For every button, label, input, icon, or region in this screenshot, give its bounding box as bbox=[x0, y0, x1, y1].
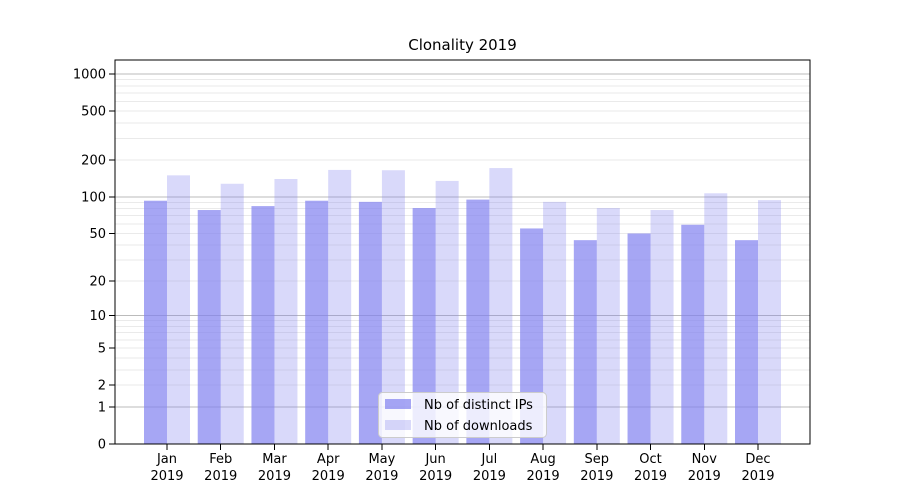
y-tick-label: 5 bbox=[98, 342, 106, 357]
y-tick-label: 0 bbox=[98, 438, 106, 453]
y-tick-label: 100 bbox=[81, 190, 106, 205]
bar-downloads-sep bbox=[596, 208, 620, 444]
x-tick-label-month: Nov bbox=[692, 452, 718, 467]
bar-distinct-ips-jun bbox=[412, 208, 436, 444]
x-tick-label-month: May bbox=[368, 452, 395, 467]
y-tick-label: 200 bbox=[81, 154, 106, 169]
x-tick-label-month: Jul bbox=[481, 452, 498, 467]
x-tick-label-month: Oct bbox=[639, 452, 661, 467]
legend: Nb of distinct IPs Nb of downloads bbox=[378, 392, 547, 438]
x-tick-label-year: 2019 bbox=[634, 469, 667, 484]
bar-downloads-mar bbox=[274, 179, 298, 444]
y-tick-label: 50 bbox=[89, 227, 106, 242]
x-tick-label-year: 2019 bbox=[473, 469, 506, 484]
bar-distinct-ips-dec bbox=[735, 240, 758, 444]
bar-distinct-ips-apr bbox=[305, 200, 329, 444]
legend-label-downloads: Nb of downloads bbox=[424, 419, 533, 434]
x-tick-label-month: Apr bbox=[317, 452, 340, 467]
x-tick-label-year: 2019 bbox=[150, 469, 183, 484]
bar-downloads-aug bbox=[543, 201, 567, 444]
y-tick-label: 2 bbox=[98, 379, 106, 394]
bar-downloads-may bbox=[381, 170, 405, 444]
bar-distinct-ips-aug bbox=[520, 228, 544, 444]
bar-downloads-oct bbox=[650, 210, 674, 444]
x-tick-label-year: 2019 bbox=[527, 469, 560, 484]
x-tick-label-month: Feb bbox=[209, 452, 232, 467]
x-tick-label-month: Dec bbox=[745, 452, 770, 467]
legend-swatch-downloads-icon bbox=[385, 420, 411, 430]
bar-distinct-ips-jan bbox=[144, 200, 167, 444]
bar-distinct-ips-may bbox=[358, 201, 382, 444]
legend-swatch-distinct-ips-icon bbox=[385, 399, 411, 409]
y-tick-label: 10 bbox=[89, 309, 106, 324]
y-tick-label: 500 bbox=[81, 105, 106, 120]
x-tick-label-year: 2019 bbox=[419, 469, 452, 484]
bar-downloads-jun bbox=[435, 180, 459, 445]
x-tick-label-year: 2019 bbox=[258, 469, 291, 484]
x-tick-label-year: 2019 bbox=[741, 469, 774, 484]
x-tick-label-year: 2019 bbox=[204, 469, 237, 484]
y-tick-label: 1 bbox=[98, 400, 106, 415]
bar-downloads-apr bbox=[328, 169, 352, 444]
x-tick-label-year: 2019 bbox=[688, 469, 721, 484]
x-tick-label-month: Mar bbox=[262, 452, 287, 467]
bar-distinct-ips-feb bbox=[197, 210, 221, 444]
y-tick-label: 1000 bbox=[73, 68, 106, 83]
x-tick-label-year: 2019 bbox=[580, 469, 613, 484]
plot-spines bbox=[114, 59, 811, 445]
bar-downloads-jan bbox=[167, 175, 190, 444]
bar-distinct-ips-sep bbox=[573, 240, 597, 444]
bar-distinct-ips-nov bbox=[681, 224, 705, 444]
legend-box bbox=[378, 392, 547, 438]
x-tick-label-month: Jun bbox=[424, 452, 445, 467]
legend-label-distinct-ips: Nb of distinct IPs bbox=[424, 398, 533, 413]
bar-distinct-ips-jul bbox=[466, 199, 490, 444]
x-tick-label-year: 2019 bbox=[365, 469, 398, 484]
y-tick-label: 20 bbox=[89, 274, 106, 289]
bar-downloads-feb bbox=[220, 183, 244, 444]
x-tick-label-month: Sep bbox=[585, 452, 610, 467]
plot-area: 0 1 2 5 10 20 50 100 200 500 1000 Jan 2019 Feb 2019 Mar… bbox=[73, 59, 811, 484]
chart-title: Clonality 2019 bbox=[408, 36, 517, 54]
bar-downloads-jul bbox=[489, 168, 513, 444]
x-tick-label-year: 2019 bbox=[312, 469, 345, 484]
bar-downloads-nov bbox=[704, 193, 728, 444]
x-tick-label-month: Aug bbox=[530, 452, 555, 467]
bar-downloads-dec bbox=[758, 200, 781, 444]
bar-distinct-ips-oct bbox=[627, 233, 651, 444]
bar-distinct-ips-mar bbox=[251, 206, 275, 444]
x-tick-label-month: Jan bbox=[156, 452, 177, 467]
